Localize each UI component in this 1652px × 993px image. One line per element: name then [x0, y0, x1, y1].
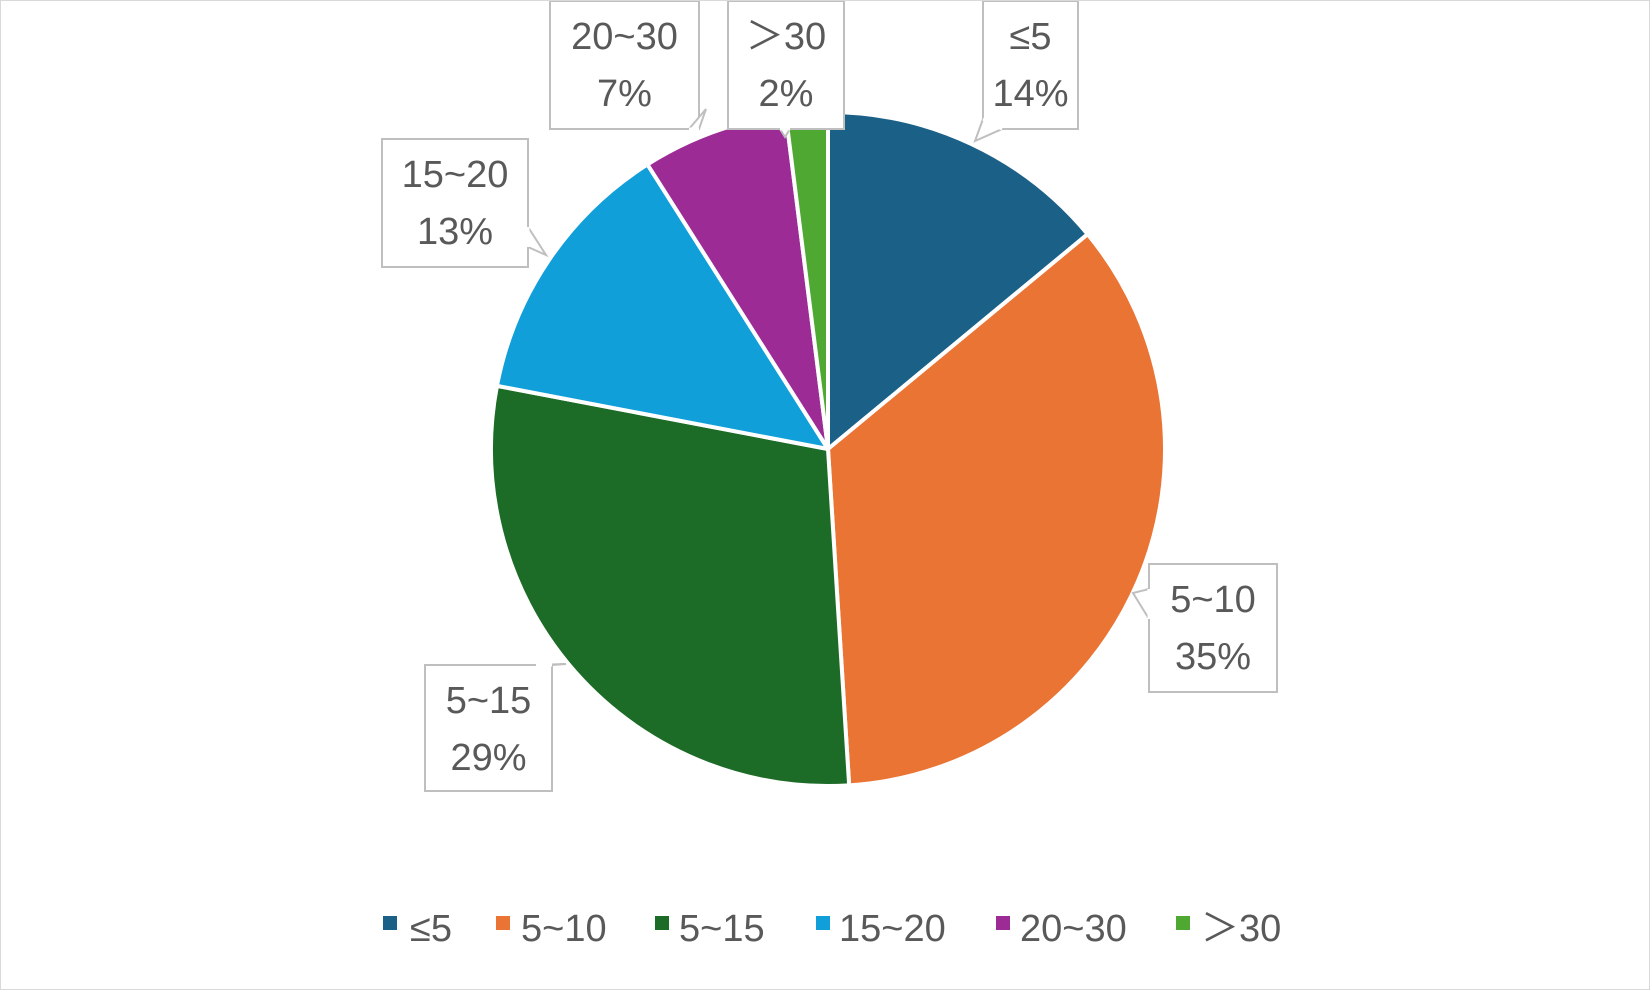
- data-label-pointer: [1131, 587, 1150, 623]
- pie-slice-5-15: [489, 383, 852, 788]
- data-label-pointer: [527, 223, 549, 258]
- legend-swatch: [655, 916, 669, 930]
- data-label-percent: 2%: [759, 73, 814, 115]
- legend: ≤5 5~10 5~15 15~20 20~30 ＞30: [383, 908, 1281, 950]
- legend-swatch: [816, 916, 830, 930]
- legend-item-15-20: 15~20: [816, 908, 946, 950]
- data-label-percent: 7%: [597, 73, 652, 115]
- data-label-5-15: 5~15 29%: [424, 663, 567, 792]
- data-label-box: [549, 1, 700, 130]
- data-label-category: 20~30: [571, 16, 678, 58]
- legend-label: 20~30: [1020, 908, 1127, 950]
- legend-label: 5~15: [679, 908, 765, 950]
- pie-slice-15-20: [494, 162, 830, 451]
- legend-label: ≤5: [410, 908, 452, 950]
- data-label-gt30: ＞302%: [727, 1, 845, 139]
- data-label-box: [982, 1, 1079, 130]
- pie-slice-5-10: [826, 232, 1167, 788]
- data-label-category: 15~20: [402, 154, 509, 196]
- data-label-15-20: 15~20 13%: [381, 138, 549, 268]
- slices-layer: [489, 110, 1167, 788]
- data-label-percent: 29%: [450, 737, 526, 779]
- legend-swatch: [383, 916, 397, 930]
- data-label-box: [381, 138, 529, 268]
- data-label-category: 5~10: [1170, 579, 1256, 621]
- pie-slice-le5: [826, 110, 1090, 451]
- data-label-box: [1148, 563, 1278, 693]
- data-label-box: [424, 664, 553, 792]
- data-label-20-30: 20~30 7%: [549, 1, 707, 131]
- legend-label: 15~20: [839, 908, 946, 950]
- data-label-percent: 13%: [417, 211, 493, 253]
- data-label-percent: 14%: [992, 73, 1068, 115]
- legend-item-5-10: 5~10: [496, 908, 607, 950]
- legend-label: ＞30: [1201, 908, 1281, 950]
- data-label-le5: ≤514%: [973, 1, 1079, 143]
- data-label-percent: 35%: [1175, 636, 1251, 678]
- data-label-box: [727, 1, 845, 130]
- legend-swatch: [496, 916, 510, 930]
- legend-item-le5: ≤5: [383, 908, 452, 950]
- data-label-5-10: 5~10 35%: [1131, 563, 1278, 693]
- data-label-category: ≤5: [1010, 16, 1052, 58]
- legend-item-20-30: 20~30: [996, 908, 1127, 950]
- legend-item-5-15: 5~15: [655, 908, 765, 950]
- legend-item-gt30: ＞30: [1176, 908, 1281, 950]
- data-label-category: 5~15: [446, 680, 532, 722]
- legend-swatch: [996, 916, 1010, 930]
- legend-swatch: [1176, 916, 1190, 930]
- legend-label: 5~10: [521, 908, 607, 950]
- data-label-category: ＞30: [746, 16, 826, 58]
